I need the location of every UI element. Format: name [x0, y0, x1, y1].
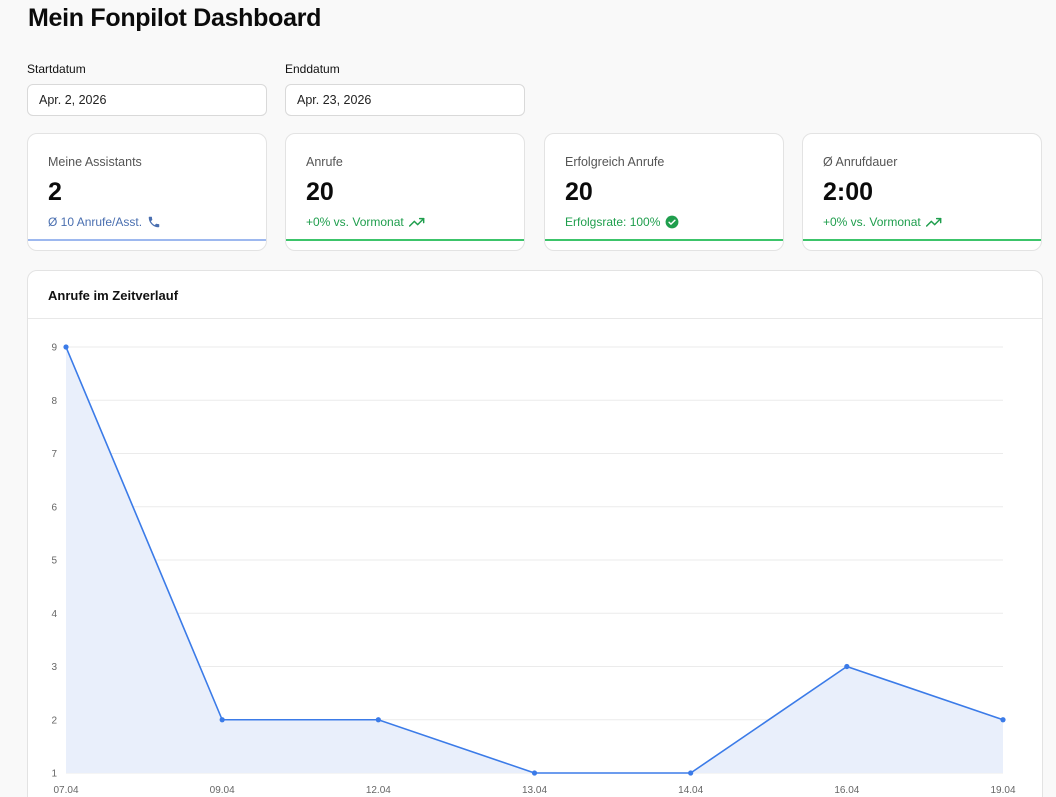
page-title: Mein Fonpilot Dashboard: [28, 4, 322, 32]
x-tick-label: 09.04: [210, 785, 235, 796]
kpi-accent-bar: [545, 239, 783, 241]
y-tick-label: 7: [51, 449, 57, 460]
kpi-sub: +0% vs. Vormonat: [823, 215, 942, 229]
kpi-value: 20: [306, 178, 334, 206]
trend-up-icon: [925, 216, 942, 228]
end-date-group: Enddatum: [285, 62, 525, 116]
kpi-sub-text: +0% vs. Vormonat: [306, 215, 404, 229]
data-point: [844, 663, 850, 670]
x-tick-label: 12.04: [366, 785, 391, 796]
kpi-sub: Erfolgsrate: 100%: [565, 215, 679, 229]
kpi-value: 20: [565, 178, 593, 206]
x-tick-label: 14.04: [678, 785, 703, 796]
data-point: [63, 344, 69, 350]
start-date-label: Startdatum: [27, 62, 86, 76]
end-date-label: Enddatum: [285, 62, 340, 76]
kpi-accent-bar: [803, 239, 1041, 241]
calls-line-chart: 1 2 3 4 5 6 7 8 9 07.04 09.04 12.04 13.04 14.04 16.04 1…: [51, 343, 1016, 797]
kpi-sub-text: Ø 10 Anrufe/Asst.: [48, 215, 143, 229]
kpi-sub: Ø 10 Anrufe/Asst.: [48, 215, 161, 229]
kpi-value: 2:00: [823, 178, 874, 206]
kpi-label: Anrufe: [306, 155, 343, 169]
data-point: [219, 717, 225, 723]
trend-up-icon: [408, 216, 425, 228]
data-point: [531, 770, 538, 776]
y-tick-label: 6: [51, 502, 57, 513]
kpi-label: Ø Anrufdauer: [823, 155, 898, 169]
data-point: [375, 717, 381, 723]
start-date-group: Startdatum: [27, 62, 267, 116]
check-circle-icon: [665, 215, 679, 229]
kpi-label: Meine Assistants: [48, 155, 142, 169]
end-date-input[interactable]: [285, 84, 525, 116]
x-tick-label: 13.04: [522, 785, 547, 796]
calls-over-time-card: Anrufe im Zeitverlauf 1 2 3 4 5 6 7 8 9 07.04 09.0…: [27, 270, 1043, 797]
kpi-card-successful-calls: Erfolgreich Anrufe 20 Erfolgsrate: 100%: [544, 133, 784, 251]
phone-icon: [147, 215, 161, 229]
x-tick-label: 19.04: [990, 785, 1015, 796]
data-point: [1000, 717, 1006, 723]
x-tick-label: 16.04: [834, 785, 859, 796]
y-tick-label: 3: [51, 662, 57, 673]
series-area: [66, 347, 1003, 773]
kpi-card-assistants: Meine Assistants 2 Ø 10 Anrufe/Asst.: [27, 133, 267, 251]
y-tick-label: 8: [51, 396, 57, 407]
chart-title: Anrufe im Zeitverlauf: [48, 288, 179, 303]
y-tick-label: 5: [51, 556, 57, 567]
kpi-card-avg-duration: Ø Anrufdauer 2:00 +0% vs. Vormonat: [802, 133, 1042, 251]
kpi-sub: +0% vs. Vormonat: [306, 215, 425, 229]
kpi-sub-text: +0% vs. Vormonat: [823, 215, 921, 229]
kpi-accent-bar: [28, 239, 266, 241]
y-tick-label: 9: [51, 343, 57, 354]
kpi-card-calls: Anrufe 20 +0% vs. Vormonat: [285, 133, 525, 251]
kpi-accent-bar: [286, 239, 524, 241]
kpi-label: Erfolgreich Anrufe: [565, 155, 665, 169]
start-date-input[interactable]: [27, 84, 267, 116]
y-tick-label: 2: [51, 715, 57, 726]
y-tick-label: 4: [51, 609, 57, 620]
data-point: [688, 770, 694, 776]
chart-divider: [28, 318, 1042, 319]
y-tick-label: 1: [51, 769, 57, 780]
kpi-sub-text: Erfolgsrate: 100%: [565, 215, 661, 229]
x-tick-label: 07.04: [53, 785, 78, 796]
kpi-value: 2: [48, 178, 62, 206]
